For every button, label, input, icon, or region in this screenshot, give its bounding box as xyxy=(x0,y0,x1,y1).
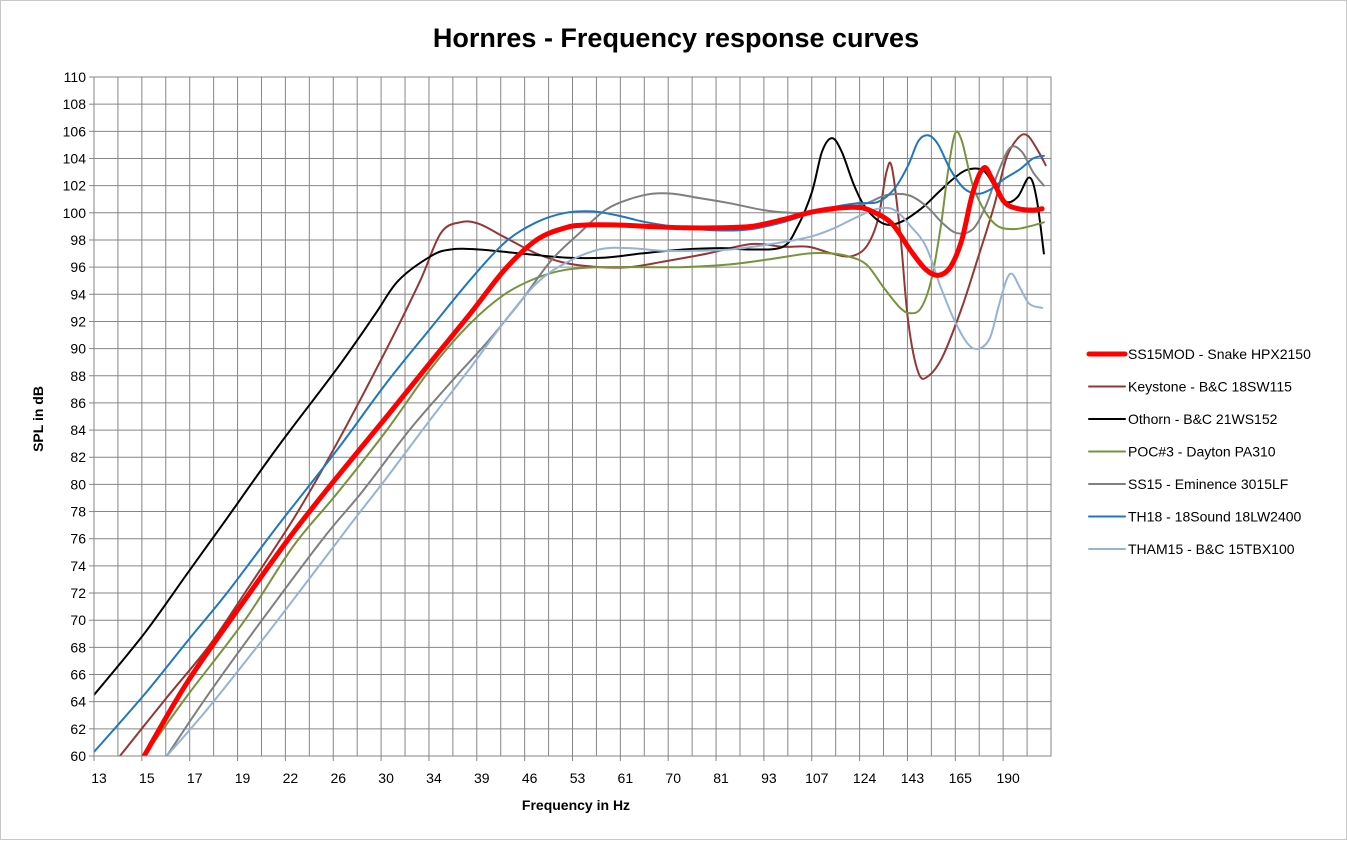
x-tick-label: 15 xyxy=(139,770,155,786)
y-tick-label: 84 xyxy=(70,422,86,438)
y-axis-title: SPL in dB xyxy=(30,386,46,452)
y-tick-label: 68 xyxy=(70,639,86,655)
y-tick-label: 104 xyxy=(63,150,87,166)
series-line-1 xyxy=(141,165,1045,756)
legend-label: SS15 - Eminence 3015LF xyxy=(1128,476,1288,492)
series-line-7 xyxy=(165,206,1044,756)
y-tick-label: 76 xyxy=(70,531,86,547)
x-tick-label: 81 xyxy=(713,770,729,786)
series-line-6 xyxy=(94,134,1045,753)
y-tick-label: 80 xyxy=(70,476,86,492)
y-tick-label: 64 xyxy=(70,694,86,710)
x-axis-ticks: 13 15 17 19 22 26 30 34 39 46 53 61 70 81 93 107 124 143 1… xyxy=(91,756,1020,786)
legend-label: SS15MOD - Snake HPX2150 xyxy=(1128,346,1311,362)
legend-label: Othorn - B&C 21WS152 xyxy=(1128,411,1278,427)
x-axis-title: Frequency in Hz xyxy=(522,797,630,813)
y-tick-label: 82 xyxy=(70,449,86,465)
y-tick-label: 98 xyxy=(70,232,86,248)
y-tick-label: 70 xyxy=(70,612,86,628)
x-tick-label: 17 xyxy=(187,770,203,786)
plot-border xyxy=(93,76,1052,757)
legend-label: Keystone - B&C 18SW115 xyxy=(1128,379,1292,395)
y-tick-label: 100 xyxy=(63,205,87,221)
y-tick-label: 102 xyxy=(63,178,87,194)
y-tick-label: 108 xyxy=(63,96,87,112)
series-line-3 xyxy=(94,137,1045,696)
y-tick-label: 110 xyxy=(64,69,87,85)
y-tick-label: 96 xyxy=(70,259,86,275)
y-tick-label: 66 xyxy=(70,667,86,683)
x-tick-label: 30 xyxy=(378,770,394,786)
y-tick-label: 88 xyxy=(70,368,86,384)
x-tick-label: 53 xyxy=(570,770,586,786)
series-line-4 xyxy=(143,130,1045,756)
x-tick-label: 26 xyxy=(330,770,346,786)
x-tick-label: 22 xyxy=(283,770,299,786)
x-tick-label: 39 xyxy=(474,770,490,786)
series-line-5 xyxy=(165,145,1045,756)
x-tick-label: 124 xyxy=(853,770,877,786)
y-tick-label: 86 xyxy=(70,395,86,411)
y-tick-label: 62 xyxy=(70,721,86,737)
x-tick-label: 143 xyxy=(901,770,925,786)
y-axis-ticks: 60 62 64 66 68 70 72 74 76 78 80 82 84 86 88 90 92 94 96 98… xyxy=(63,69,94,764)
x-tick-label: 46 xyxy=(522,770,538,786)
legend-label: TH18 - 18Sound 18LW2400 xyxy=(1128,509,1302,525)
y-tick-label: 60 xyxy=(70,748,86,764)
y-tick-label: 106 xyxy=(63,123,87,139)
x-tick-label: 165 xyxy=(949,770,973,786)
y-tick-label: 78 xyxy=(70,504,86,520)
legend: SS15MOD - Snake HPX2150 Keystone - B&C 18… xyxy=(1086,346,1311,557)
chart-title: Hornres - Frequency response curves xyxy=(433,23,919,53)
grid xyxy=(93,76,1052,757)
y-tick-label: 92 xyxy=(70,313,86,329)
x-tick-label: 61 xyxy=(618,770,634,786)
x-tick-label: 190 xyxy=(996,770,1020,786)
series-layer xyxy=(94,130,1047,756)
x-tick-label: 70 xyxy=(665,770,681,786)
legend-label: THAM15 - B&C 15TBX100 xyxy=(1128,541,1295,557)
y-tick-label: 94 xyxy=(70,286,86,302)
x-tick-label: 34 xyxy=(426,770,442,786)
x-tick-label: 93 xyxy=(761,770,777,786)
y-tick-label: 72 xyxy=(70,585,86,601)
legend-label: POC#3 - Dayton PA310 xyxy=(1128,444,1276,460)
x-tick-label: 19 xyxy=(235,770,251,786)
x-tick-label: 107 xyxy=(805,770,829,786)
y-tick-label: 74 xyxy=(70,558,86,574)
y-tick-label: 90 xyxy=(70,341,86,357)
x-tick-label: 13 xyxy=(91,770,107,786)
